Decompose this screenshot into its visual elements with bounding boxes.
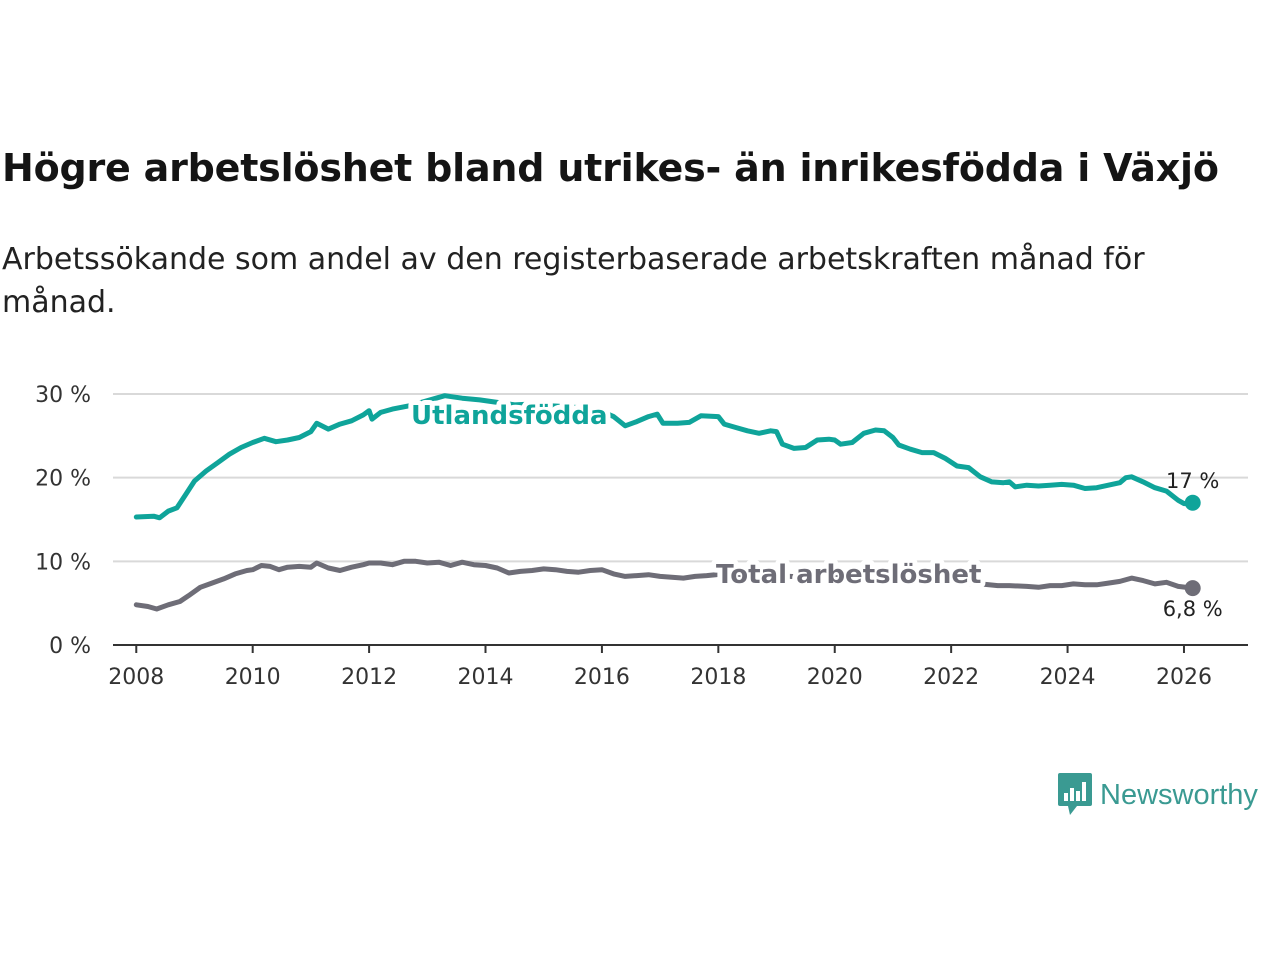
chart-subtitle: Arbetssökande som andel av den registerb…: [2, 242, 1145, 320]
end-point-marker: [1184, 580, 1201, 597]
x-tick-label: 2020: [807, 665, 863, 690]
x-tick-label: 2012: [341, 665, 397, 690]
x-tick-label: 2010: [225, 665, 281, 690]
series-name-label-total: Total arbetslöshet: [716, 560, 981, 590]
x-tick-label: 2008: [108, 665, 164, 690]
x-tick-label: 2026: [1156, 665, 1212, 690]
newsworthy-logo: Newsworthy: [1058, 773, 1258, 817]
x-tick-label: 2014: [458, 665, 514, 690]
series-line-total: [133, 558, 1196, 612]
series-name-label-utlandsfodda: Utlandsfödda: [411, 401, 608, 431]
chart-title: Högre arbetslöshet bland utrikes- än inr…: [2, 146, 1219, 190]
end-point-marker: [1184, 494, 1201, 511]
end-value-label: 6,8 %: [1163, 597, 1223, 621]
x-tick-label: 2024: [1040, 665, 1096, 690]
x-tick-label: 2022: [923, 665, 979, 690]
y-tick-label: 0 %: [49, 634, 91, 659]
y-tick-label: 30 %: [35, 383, 91, 408]
x-tick-label: 2016: [574, 665, 630, 690]
y-tick-label: 10 %: [35, 550, 91, 575]
newsworthy-icon: [1058, 773, 1092, 815]
series-line-utlandsfodda: [133, 393, 1196, 521]
y-tick-label: 20 %: [35, 467, 91, 492]
end-value-label: 17 %: [1166, 469, 1219, 493]
x-tick-label: 2018: [690, 665, 746, 690]
brand-name: Newsworthy: [1100, 778, 1258, 811]
